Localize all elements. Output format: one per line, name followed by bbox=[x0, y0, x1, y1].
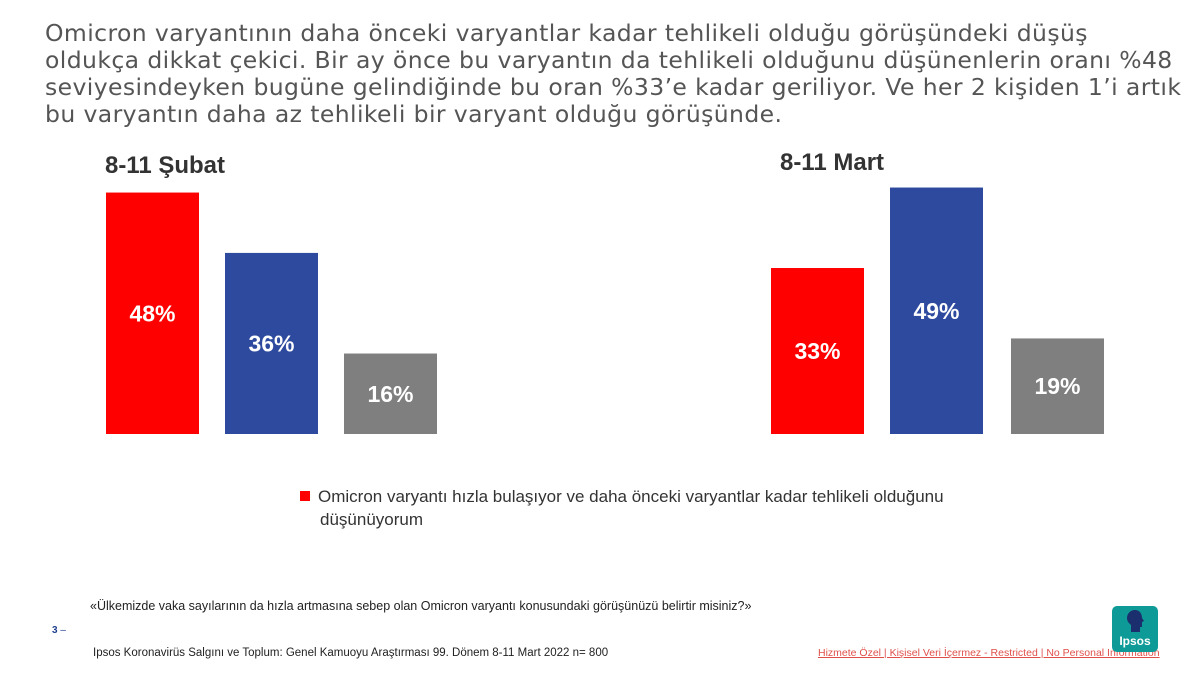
classification-link[interactable]: Hizmete Özel | Kişisel Veri İçermez - Re… bbox=[818, 647, 1160, 659]
bar-label-chart2-3: 19% bbox=[1034, 373, 1080, 399]
legend-label: Omicron varyantı hızla bulaşıyor ve daha… bbox=[318, 487, 944, 506]
page-number-dash: – bbox=[60, 625, 66, 636]
bar-chart1-3 bbox=[344, 353, 437, 434]
chart-title-2: 8-11 Mart bbox=[780, 149, 884, 176]
logo-head-icon bbox=[1127, 610, 1144, 632]
bar-label-chart2-2: 49% bbox=[913, 298, 959, 324]
bar-label-chart1-3: 16% bbox=[367, 381, 413, 407]
headline: Omicron varyantının daha önceki varyantl… bbox=[45, 19, 1182, 128]
survey-question: «Ülkemizde vaka sayılarının da hızla art… bbox=[90, 599, 752, 613]
bar-label-chart1-1: 48% bbox=[129, 300, 175, 326]
page-number: 3 bbox=[52, 625, 58, 636]
bar-chart1-2 bbox=[225, 252, 318, 434]
bar-chart2-3 bbox=[1011, 338, 1104, 434]
legend-label-continued: düşünüyorum bbox=[320, 510, 424, 529]
bar-chart1-1 bbox=[106, 192, 199, 434]
ipsos-logo: Ipsos bbox=[1112, 606, 1158, 652]
bar-label-chart2-1: 33% bbox=[794, 338, 840, 364]
legend-swatch-red bbox=[300, 491, 310, 501]
source-note: Ipsos Koronavirüs Salgını ve Toplum: Gen… bbox=[93, 647, 609, 659]
bar-chart2-2 bbox=[890, 187, 983, 434]
bar-label-chart1-2: 36% bbox=[248, 330, 294, 356]
legend: Omicron varyantı hızla bulaşıyor ve daha… bbox=[300, 485, 1100, 531]
bar-chart2-1 bbox=[771, 268, 864, 434]
page-number-block: 3 – bbox=[52, 625, 66, 636]
logo-text: Ipsos bbox=[1119, 634, 1151, 648]
chart-title-1: 8-11 Şubat bbox=[105, 152, 225, 179]
